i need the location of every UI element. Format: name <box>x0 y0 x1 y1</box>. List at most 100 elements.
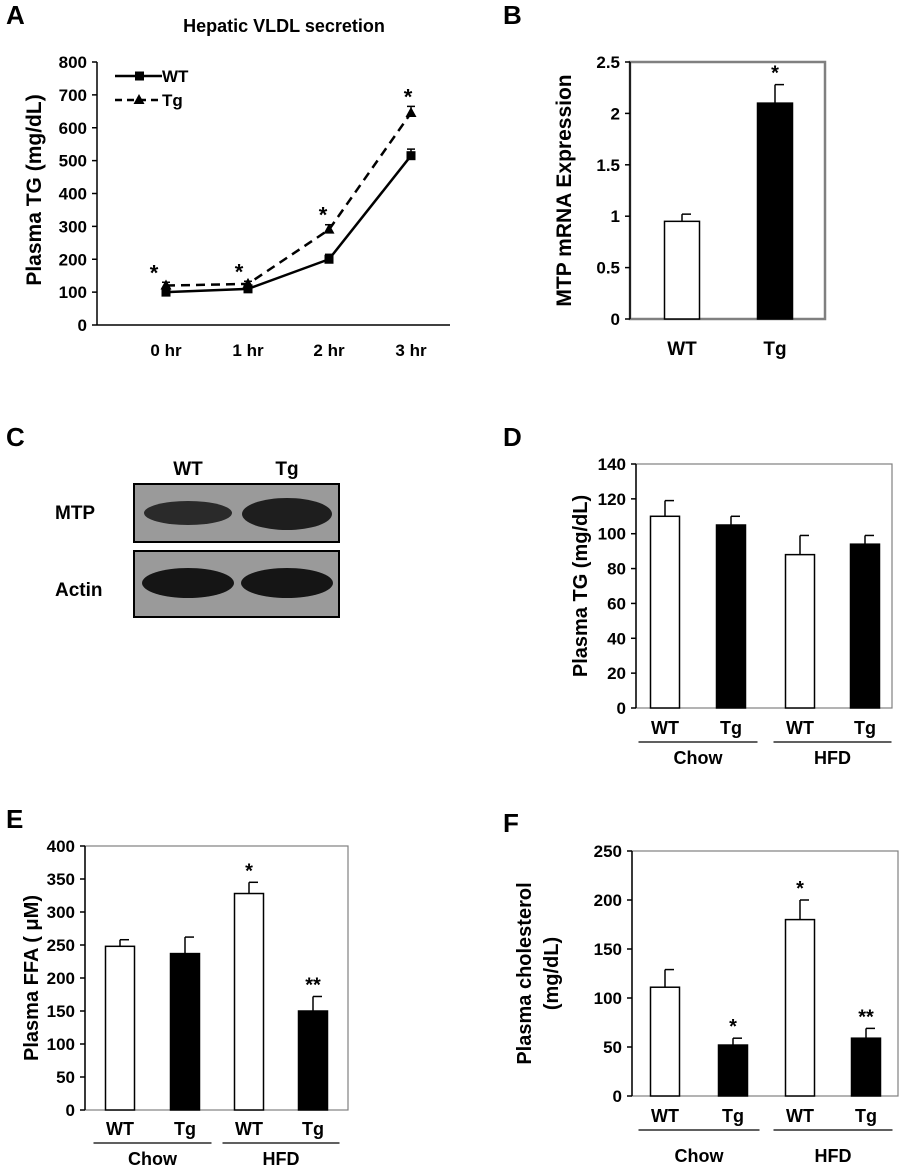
chart-a-xtick-label: 2 hr <box>313 341 345 360</box>
chart-a-ylabel: Plasma TG (mg/dL) <box>23 94 46 285</box>
chart-b-xtick-label: Tg <box>763 339 786 360</box>
band-mtp-tg <box>242 498 332 530</box>
chart-b-ylabel: MTP mRNA Expression <box>553 74 576 306</box>
chart-e-xtick-label: Tg <box>302 1119 324 1139</box>
chart-e-group-label: HFD <box>263 1149 300 1166</box>
chart-d-xtick-label: Tg <box>720 718 742 738</box>
chart-e-ytick-label: 150 <box>47 1002 75 1021</box>
chart-f-ytick-label: 250 <box>594 842 622 861</box>
chart-a-ytick-label: 800 <box>59 53 87 72</box>
chart-f-group-label: Chow <box>675 1146 725 1166</box>
chart-b-ytick-label: 1 <box>611 207 620 226</box>
chart-f-ylabel: Plasma cholesterol <box>514 882 536 1064</box>
chart-a-ytick-label: 0 <box>78 316 87 335</box>
chart-e-xtick-label: WT <box>235 1119 263 1139</box>
chart-f-ytick-label: 50 <box>603 1038 622 1057</box>
blot-column-tg: Tg <box>275 459 298 480</box>
chart-f-xtick-label: Tg <box>722 1106 744 1126</box>
chart-e-ytick-label: 400 <box>47 837 75 856</box>
chart-a-significance: * <box>404 84 413 109</box>
chart-e-group-label: Chow <box>128 1149 178 1166</box>
blot-row-mtp: MTP <box>55 503 95 524</box>
chart-f: 0 50 100 150 200 250 Plasma cholesterol (mg/dL)… <box>514 842 899 1166</box>
chart-a-line-wt <box>165 154 412 294</box>
chart-e-ytick-label: 50 <box>56 1068 75 1087</box>
chart-d-bar-wt <box>784 553 816 709</box>
chart-a-xtick-label: 3 hr <box>395 341 427 360</box>
chart-a-significance: * <box>150 260 159 285</box>
chart-f-bar-wt <box>649 986 681 1097</box>
band-actin-tg <box>241 568 333 598</box>
chart-e-ytick-label: 0 <box>66 1101 75 1120</box>
chart-e-xtick-label: Tg <box>174 1119 196 1139</box>
chart-a-point-tg <box>242 277 254 288</box>
band-actin-wt <box>142 568 234 598</box>
panel-letter-b: B <box>503 0 522 30</box>
chart-a-ytick-label: 700 <box>59 86 87 105</box>
chart-b-ytick-label: 0 <box>611 310 620 329</box>
chart-a-ytick-label: 100 <box>59 283 87 302</box>
chart-e-ytick-label: 100 <box>47 1035 75 1054</box>
chart-b-ytick-label: 1.5 <box>596 156 620 175</box>
chart-a-point-wt <box>406 151 416 161</box>
chart-a-xtick-label: 0 hr <box>150 341 182 360</box>
chart-d-ytick-label: 20 <box>607 664 626 683</box>
chart-d-group-label: HFD <box>814 748 851 768</box>
chart-e-bar-wt <box>233 892 265 1111</box>
panel-letter-d: D <box>503 422 522 452</box>
chart-b-significance: * <box>771 63 779 85</box>
chart-f-bar-tg <box>850 1037 882 1097</box>
chart-e-significance: ** <box>305 974 321 996</box>
chart-e-ytick-label: 250 <box>47 936 75 955</box>
chart-e-bar-tg <box>169 952 201 1111</box>
chart-f-ytick-label: 0 <box>613 1087 622 1106</box>
chart-d-bar-tg <box>849 543 881 709</box>
chart-a-point-wt <box>243 284 253 294</box>
panel-letter-f: F <box>503 808 519 838</box>
chart-b-ytick-label: 0.5 <box>596 259 620 278</box>
chart-a-point-wt <box>324 254 334 264</box>
chart-f-ytick-label: 100 <box>594 989 622 1008</box>
chart-b: 0 0.5 1 1.5 2 2.5 MTP mRNA Expression WT * Tg <box>553 53 827 360</box>
chart-f-xtick-label: Tg <box>855 1106 877 1126</box>
chart-b-ytick-label: 2 <box>611 104 620 123</box>
chart-e-xtick-label: WT <box>106 1119 134 1139</box>
chart-d-group-label: Chow <box>674 748 724 768</box>
chart-d-bar-wt <box>649 515 681 709</box>
chart-f-group-label: HFD <box>815 1146 852 1166</box>
chart-d-ytick-label: 80 <box>607 560 626 579</box>
chart-a-ytick-label: 200 <box>59 250 87 269</box>
chart-d-xtick-label: Tg <box>854 718 876 738</box>
chart-b-plot-frame <box>628 60 827 321</box>
chart-a-ytick-label: 600 <box>59 119 87 138</box>
chart-d-ytick-label: 60 <box>607 594 626 613</box>
chart-a-point-tg <box>160 279 172 290</box>
chart-e: 0 50 100 150 200 250 300 350 400 Plasma FFA ( μM)… <box>21 837 349 1166</box>
chart-f-ylabel: (mg/dL) <box>541 937 563 1010</box>
chart-d-ytick-label: 140 <box>598 455 626 474</box>
blot-column-wt: WT <box>173 459 203 480</box>
chart-e-bar-wt <box>104 945 136 1111</box>
chart-f-significance: ** <box>858 1006 874 1028</box>
panel-letter-c: C <box>6 422 25 452</box>
chart-e-ytick-label: 200 <box>47 969 75 988</box>
chart-b-ytick-label: 2.5 <box>596 53 620 72</box>
chart-a-legend-marker-wt <box>135 71 144 81</box>
chart-f-significance: * <box>796 878 804 900</box>
chart-d-ytick-label: 40 <box>607 629 626 648</box>
chart-a-ytick-label: 400 <box>59 185 87 204</box>
chart-f-bar-tg <box>717 1044 749 1097</box>
chart-a: Hepatic VLDL secretion Plasma TG (mg/dL) 0… <box>23 16 450 360</box>
chart-e-ytick-label: 350 <box>47 870 75 889</box>
chart-d: 0 20 40 60 80 100 120 140 Plasma TG (mg/dL) WT Tg W… <box>570 455 893 768</box>
chart-a-title: Hepatic VLDL secretion <box>183 16 385 36</box>
chart-f-xtick-label: WT <box>786 1106 814 1126</box>
chart-d-bar-tg <box>715 524 747 709</box>
chart-f-bar-wt <box>784 918 816 1097</box>
chart-a-ytick-label: 500 <box>59 152 87 171</box>
chart-a-legend-label-wt: WT <box>162 67 189 86</box>
chart-d-xtick-label: WT <box>786 718 814 738</box>
blot-row-actin: Actin <box>55 580 103 601</box>
chart-a-ytick-label: 300 <box>59 217 87 236</box>
